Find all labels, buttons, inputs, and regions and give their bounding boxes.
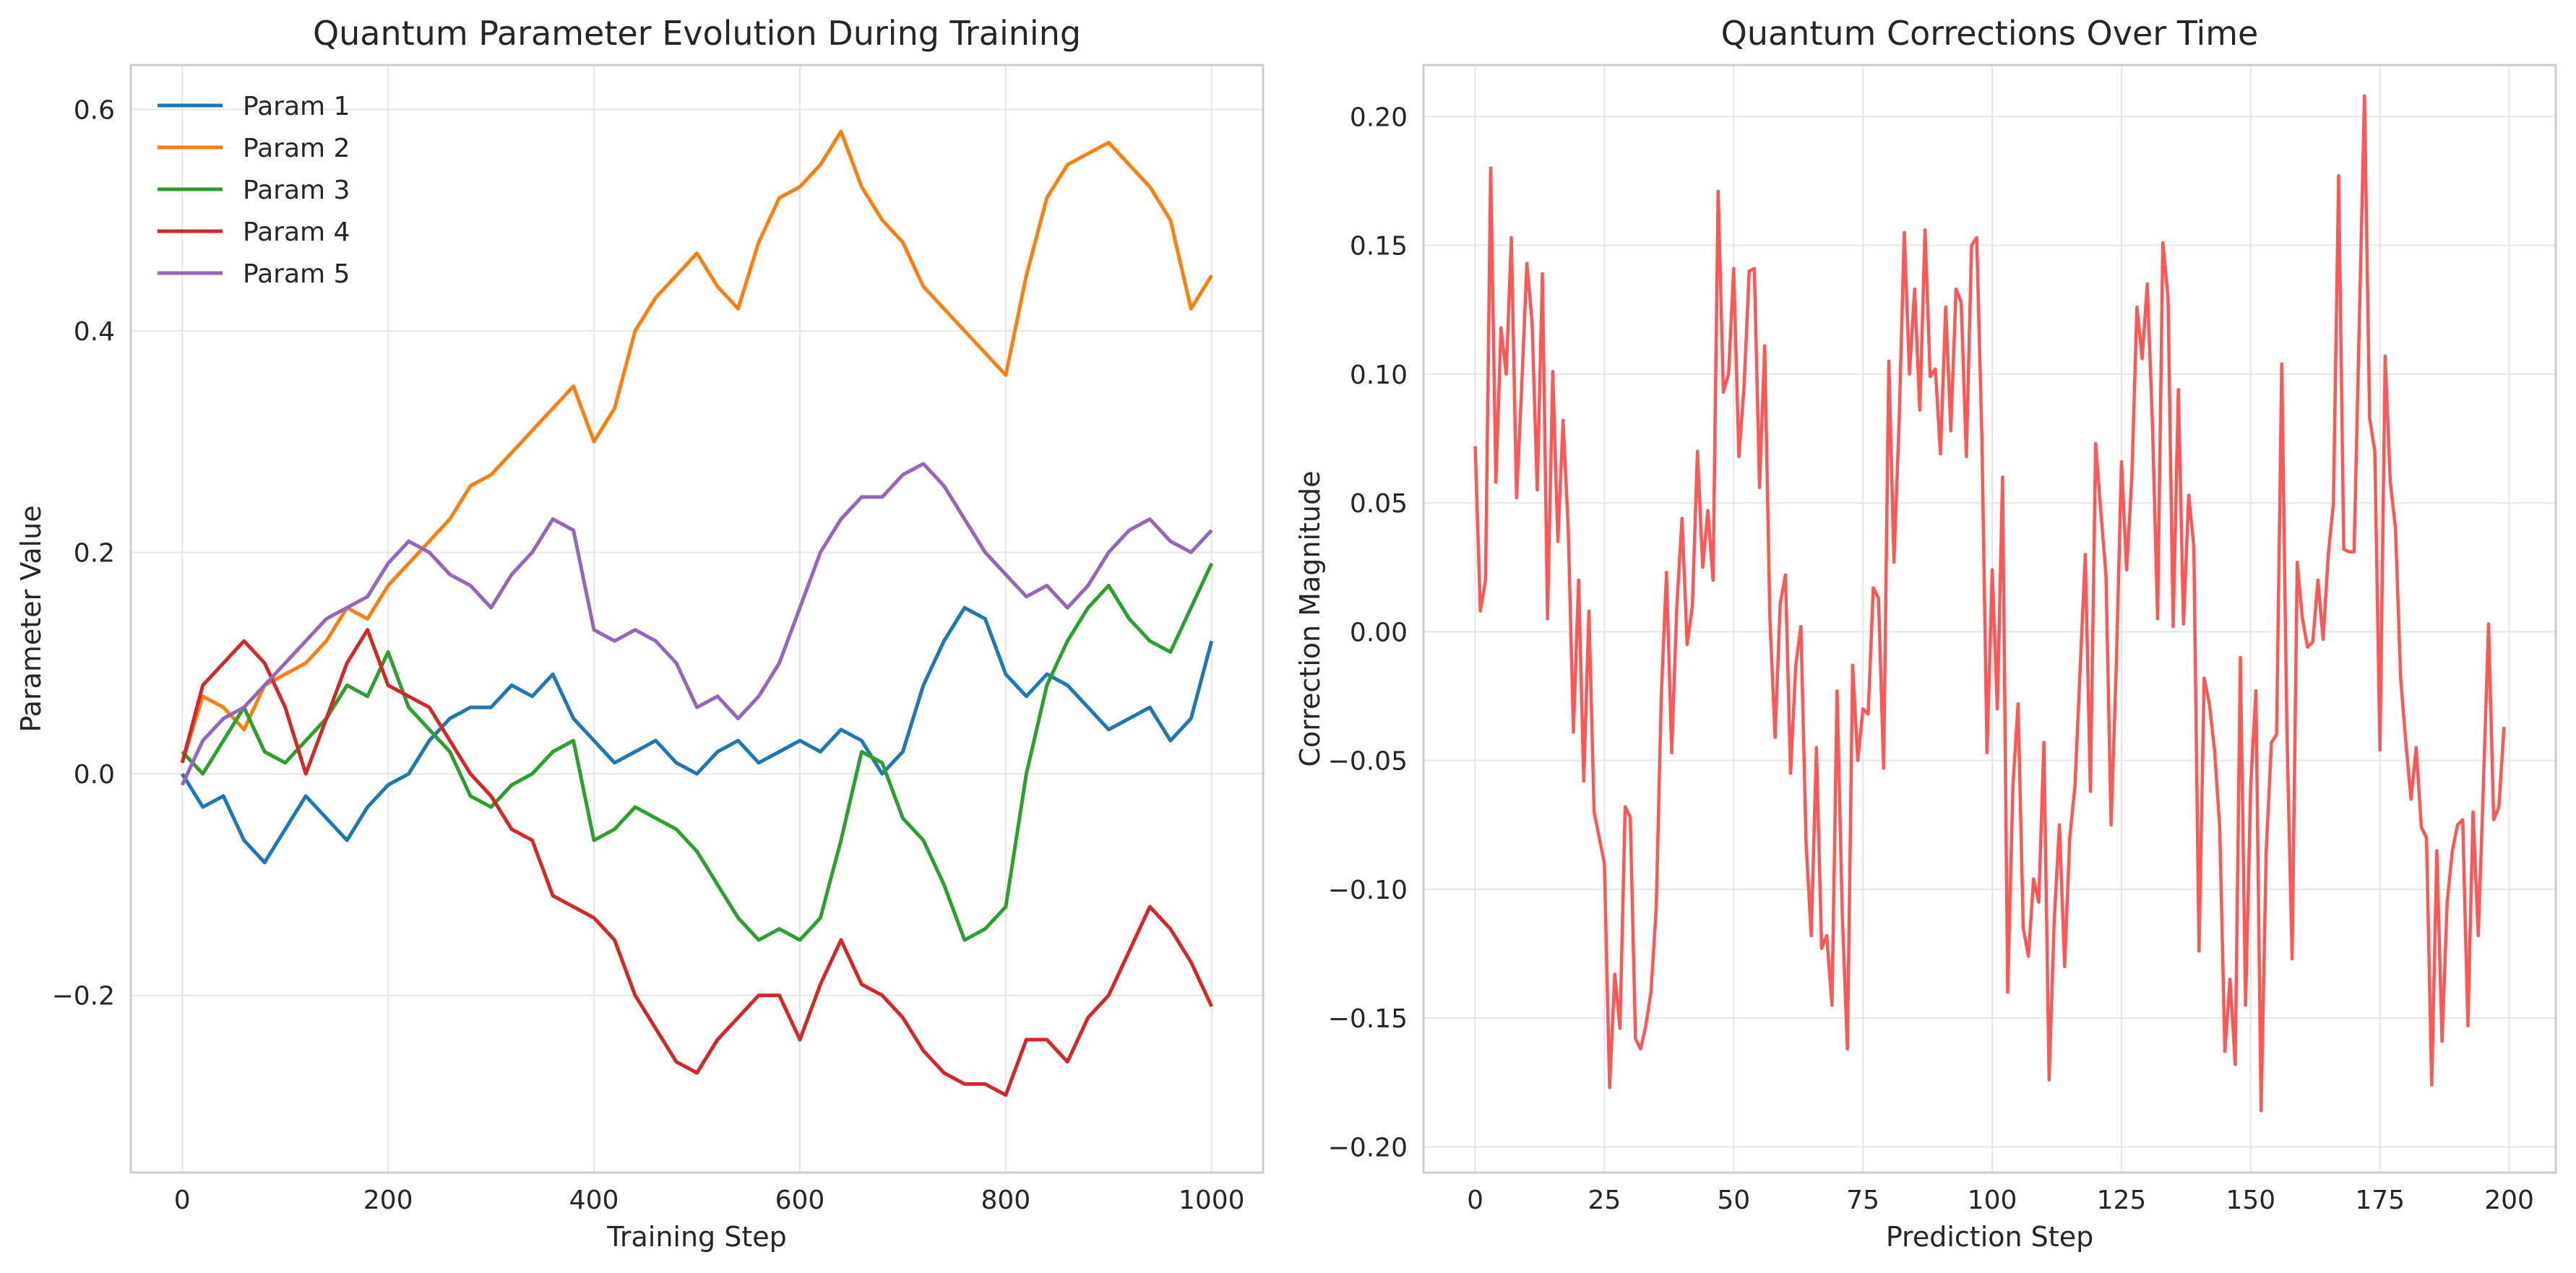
chart-title: Quantum Corrections Over Time bbox=[1721, 14, 2259, 53]
legend-label-4: Param 4 bbox=[243, 217, 350, 247]
x-tick-label: 400 bbox=[569, 1186, 619, 1215]
x-tick-label: 25 bbox=[1588, 1186, 1621, 1215]
x-axis-label: Prediction Step bbox=[1886, 1221, 2093, 1253]
y-tick-label: 0.00 bbox=[1350, 618, 1408, 647]
x-axis-label: Training Step bbox=[606, 1221, 787, 1253]
y-tick-label: 0.2 bbox=[74, 539, 115, 569]
x-tick-label: 0 bbox=[1467, 1186, 1483, 1215]
quantum-corrections-panel: 0 25 50 75 100 125 150 175 200 −0.20 −0.15 −0.10 −0.… bbox=[1294, 14, 2557, 1253]
x-tick-label: 1000 bbox=[1179, 1186, 1245, 1215]
x-tick-label: 75 bbox=[1846, 1186, 1879, 1215]
series-line-1 bbox=[1473, 94, 2506, 1113]
x-tick-label: 600 bbox=[775, 1186, 825, 1215]
y-tick-label: 0.10 bbox=[1350, 361, 1408, 390]
x-tick-label: 125 bbox=[2097, 1186, 2147, 1215]
legend-label-2: Param 2 bbox=[243, 134, 350, 163]
series-line-1 bbox=[181, 605, 1214, 865]
y-axis-label: Correction Magnitude bbox=[1294, 471, 1326, 767]
y-tick-label: −0.20 bbox=[1328, 1133, 1408, 1162]
x-tick-label: 50 bbox=[1717, 1186, 1750, 1215]
y-tick-label: 0.0 bbox=[74, 760, 115, 790]
chart-title: Quantum Parameter Evolution During Train… bbox=[313, 14, 1081, 53]
x-tick-label: 150 bbox=[2226, 1186, 2275, 1215]
parameter-evolution-panel: 0 200 400 600 800 1000 −0.2 0.0 0.2 0.4 0.6 Trainin… bbox=[15, 14, 1265, 1253]
y-tick-label: −0.05 bbox=[1328, 747, 1408, 777]
y-tick-label: −0.2 bbox=[52, 982, 115, 1011]
x-tick-label: 200 bbox=[363, 1186, 413, 1215]
y-tick-label: 0.20 bbox=[1350, 103, 1408, 132]
y-tick-label: 0.05 bbox=[1350, 489, 1408, 519]
y-tick-label: 0.15 bbox=[1350, 232, 1408, 262]
plot-frame bbox=[1422, 64, 2557, 1174]
plot-frame bbox=[129, 64, 1265, 1174]
y-tick-label: 0.6 bbox=[74, 95, 115, 125]
series-line-4 bbox=[180, 628, 1214, 1097]
x-tick-label: 175 bbox=[2355, 1186, 2405, 1215]
legend-label-3: Param 3 bbox=[243, 176, 350, 205]
series-line-5 bbox=[180, 462, 1213, 786]
x-tick-label: 200 bbox=[2484, 1186, 2534, 1215]
y-tick-label: −0.10 bbox=[1328, 876, 1408, 905]
legend-label-5: Param 5 bbox=[243, 259, 350, 289]
series-line-3 bbox=[181, 562, 1214, 942]
x-tick-label: 0 bbox=[174, 1186, 191, 1215]
legend: Param 1 Param 2 Param 3 Param 4 Param 5 bbox=[158, 92, 350, 289]
x-tick-label: 800 bbox=[981, 1186, 1031, 1215]
y-tick-label: 0.4 bbox=[74, 317, 115, 347]
x-tick-label: 100 bbox=[1968, 1186, 2017, 1215]
series-line-2 bbox=[180, 129, 1213, 764]
y-tick-label: −0.15 bbox=[1328, 1004, 1408, 1034]
y-axis-label: Parameter Value bbox=[15, 505, 47, 732]
legend-label-1: Param 1 bbox=[243, 92, 350, 121]
